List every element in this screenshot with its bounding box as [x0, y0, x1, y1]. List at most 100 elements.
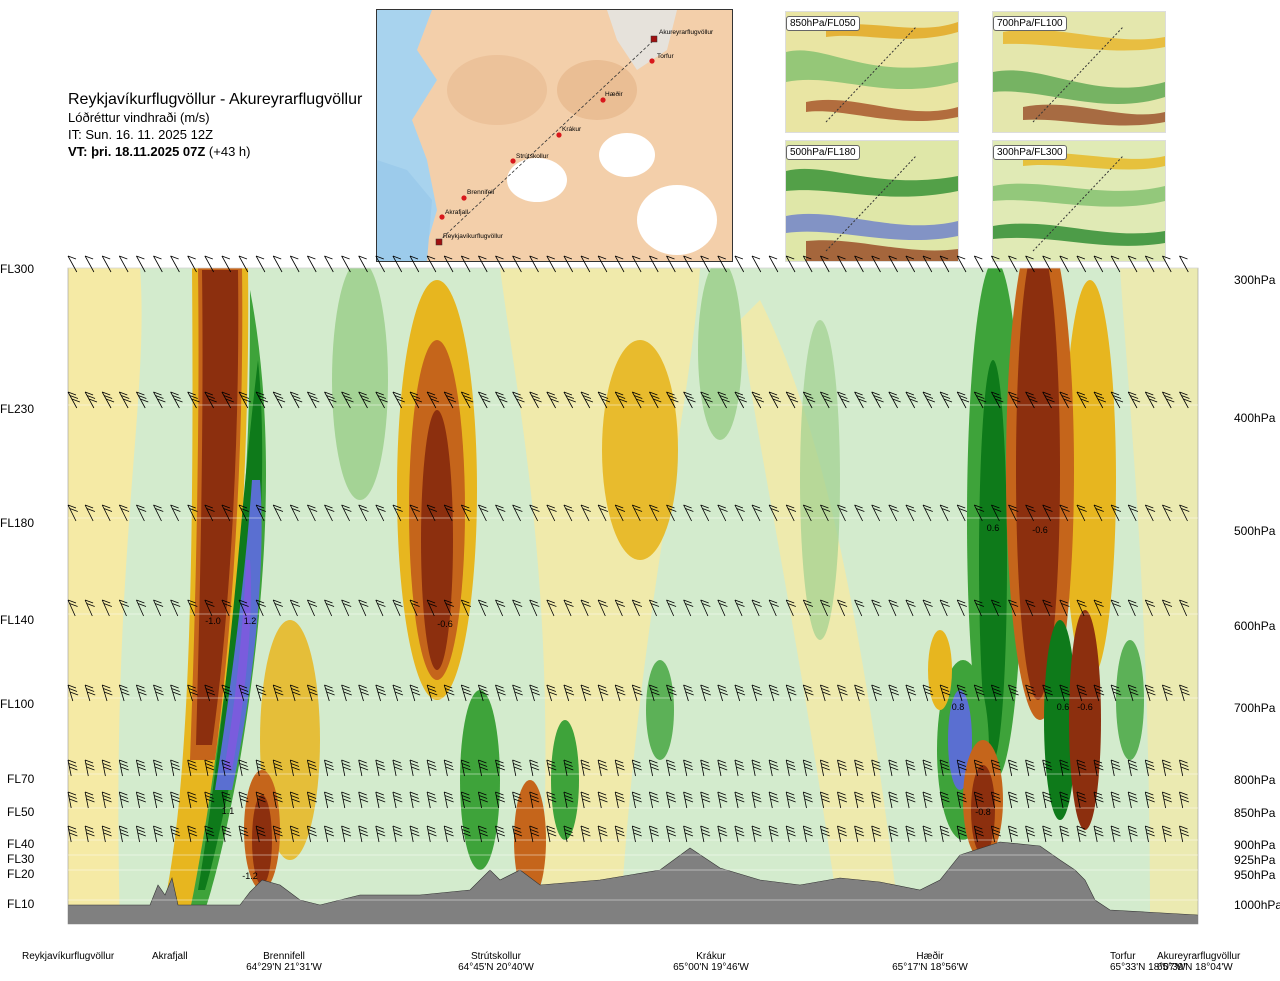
wind-barb	[802, 255, 813, 273]
wind-barb	[204, 825, 215, 843]
location-name: Krákur	[696, 951, 726, 962]
wind-barb	[580, 504, 591, 522]
wind-barb	[101, 791, 112, 809]
wind-barb	[460, 255, 471, 273]
wind-barb	[631, 504, 643, 522]
wind-barb	[67, 791, 78, 809]
wind-barb	[751, 504, 762, 522]
wind-barb	[136, 504, 147, 522]
wind-barb	[1076, 791, 1087, 809]
wind-barb	[478, 391, 491, 409]
wind-barb	[546, 791, 557, 809]
wind-barb	[614, 791, 625, 809]
wind-barb	[751, 759, 762, 777]
wind-barb	[973, 684, 985, 702]
wind-barb	[717, 791, 728, 809]
wind-barb	[341, 825, 352, 843]
wind-barb	[820, 599, 831, 617]
vertical-velocity-field	[68, 268, 1198, 924]
wind-barb	[956, 825, 967, 843]
wind-barb	[426, 759, 437, 777]
wind-barb	[238, 684, 250, 702]
wind-barb	[255, 759, 266, 777]
wind-barb	[478, 255, 488, 273]
wind-barb	[734, 391, 747, 409]
wind-barb	[922, 825, 933, 843]
location-name: Akrafjall	[152, 951, 188, 962]
hpa-label-925: 925hPa	[1234, 853, 1276, 867]
wind-barb	[1127, 825, 1138, 843]
value-label: -0.6	[1077, 702, 1093, 712]
wind-barb	[307, 504, 318, 522]
wind-barb	[289, 255, 300, 273]
value-label: -0.6	[1032, 525, 1048, 535]
wind-barb	[1144, 759, 1155, 777]
wind-barb	[597, 255, 608, 273]
mini-map-700-label: 700hPa/FL100	[993, 16, 1067, 31]
wind-barb	[631, 599, 643, 617]
wind-barb	[324, 255, 334, 273]
wind-barb	[1179, 825, 1190, 843]
wind-barb	[1042, 759, 1053, 777]
wind-barb	[1179, 504, 1190, 522]
wind-barb	[67, 599, 78, 617]
wind-barb	[1162, 759, 1172, 777]
wind-barb	[700, 255, 710, 273]
wind-barb	[272, 255, 283, 273]
wind-barb	[204, 791, 215, 809]
wind-barb	[785, 825, 796, 843]
wind-barb	[187, 759, 198, 777]
wind-barb	[546, 391, 559, 409]
wind-barb	[409, 791, 420, 809]
mini-map-700-canvas	[993, 12, 1165, 132]
wind-barb	[649, 504, 660, 522]
wind-barb	[1162, 791, 1172, 809]
wind-barb	[289, 684, 301, 702]
wind-barb	[529, 391, 542, 409]
wind-barb	[939, 759, 950, 777]
wind-barb	[443, 391, 457, 409]
fl-label-70: FL70	[7, 772, 35, 786]
wind-barb	[307, 599, 318, 617]
wind-barb	[341, 255, 351, 273]
wind-barb	[1076, 504, 1087, 522]
location-name: Hæðir	[916, 951, 944, 962]
wind-barb	[922, 759, 933, 777]
route-title: Reykjavíkurflugvöllur - Akureyrarflugvöl…	[68, 91, 363, 108]
wind-barb	[905, 599, 916, 617]
title-block: Reykjavíkurflugvöllur - Akureyrarflugvöl…	[68, 90, 362, 160]
wind-barb	[84, 599, 95, 617]
location-coord: 65°33'N 18°07'W	[1110, 962, 1186, 973]
wind-barb	[785, 791, 796, 809]
wind-barb	[1127, 791, 1138, 809]
wind-barb	[187, 599, 198, 617]
wind-barb	[443, 791, 454, 809]
wind-barb	[289, 791, 300, 809]
location-name: Strútskollur	[470, 951, 521, 962]
wind-barb	[717, 504, 728, 522]
wind-barb	[905, 791, 916, 809]
pressure-gridlines	[68, 267, 1198, 901]
wind-barb	[118, 391, 132, 409]
wind-barb	[495, 391, 508, 409]
wind-barb	[1042, 599, 1053, 617]
location-coord: 65°00'N 19°46'W	[673, 962, 749, 973]
location-torfur: Torfur 65°33'N 18°07'W	[1110, 951, 1186, 973]
wind-barb	[683, 684, 694, 702]
wind-barb	[991, 255, 1001, 273]
fl-label-180: FL180	[0, 516, 35, 530]
wind-barb	[1127, 599, 1138, 617]
wind-barb	[1093, 599, 1104, 617]
mini-map-500-label: 500hPa/FL180	[786, 145, 860, 160]
wind-barb	[666, 504, 677, 522]
wind-barb	[84, 825, 95, 843]
wind-barb	[272, 825, 283, 843]
wind-barb	[1144, 825, 1155, 843]
wind-barb	[1144, 391, 1158, 409]
wind-barb	[221, 255, 232, 273]
wind-barb	[341, 391, 354, 409]
wind-barb	[136, 791, 146, 809]
wind-barb	[597, 599, 608, 617]
wind-barb	[922, 255, 933, 273]
wind-barb	[1093, 791, 1104, 809]
